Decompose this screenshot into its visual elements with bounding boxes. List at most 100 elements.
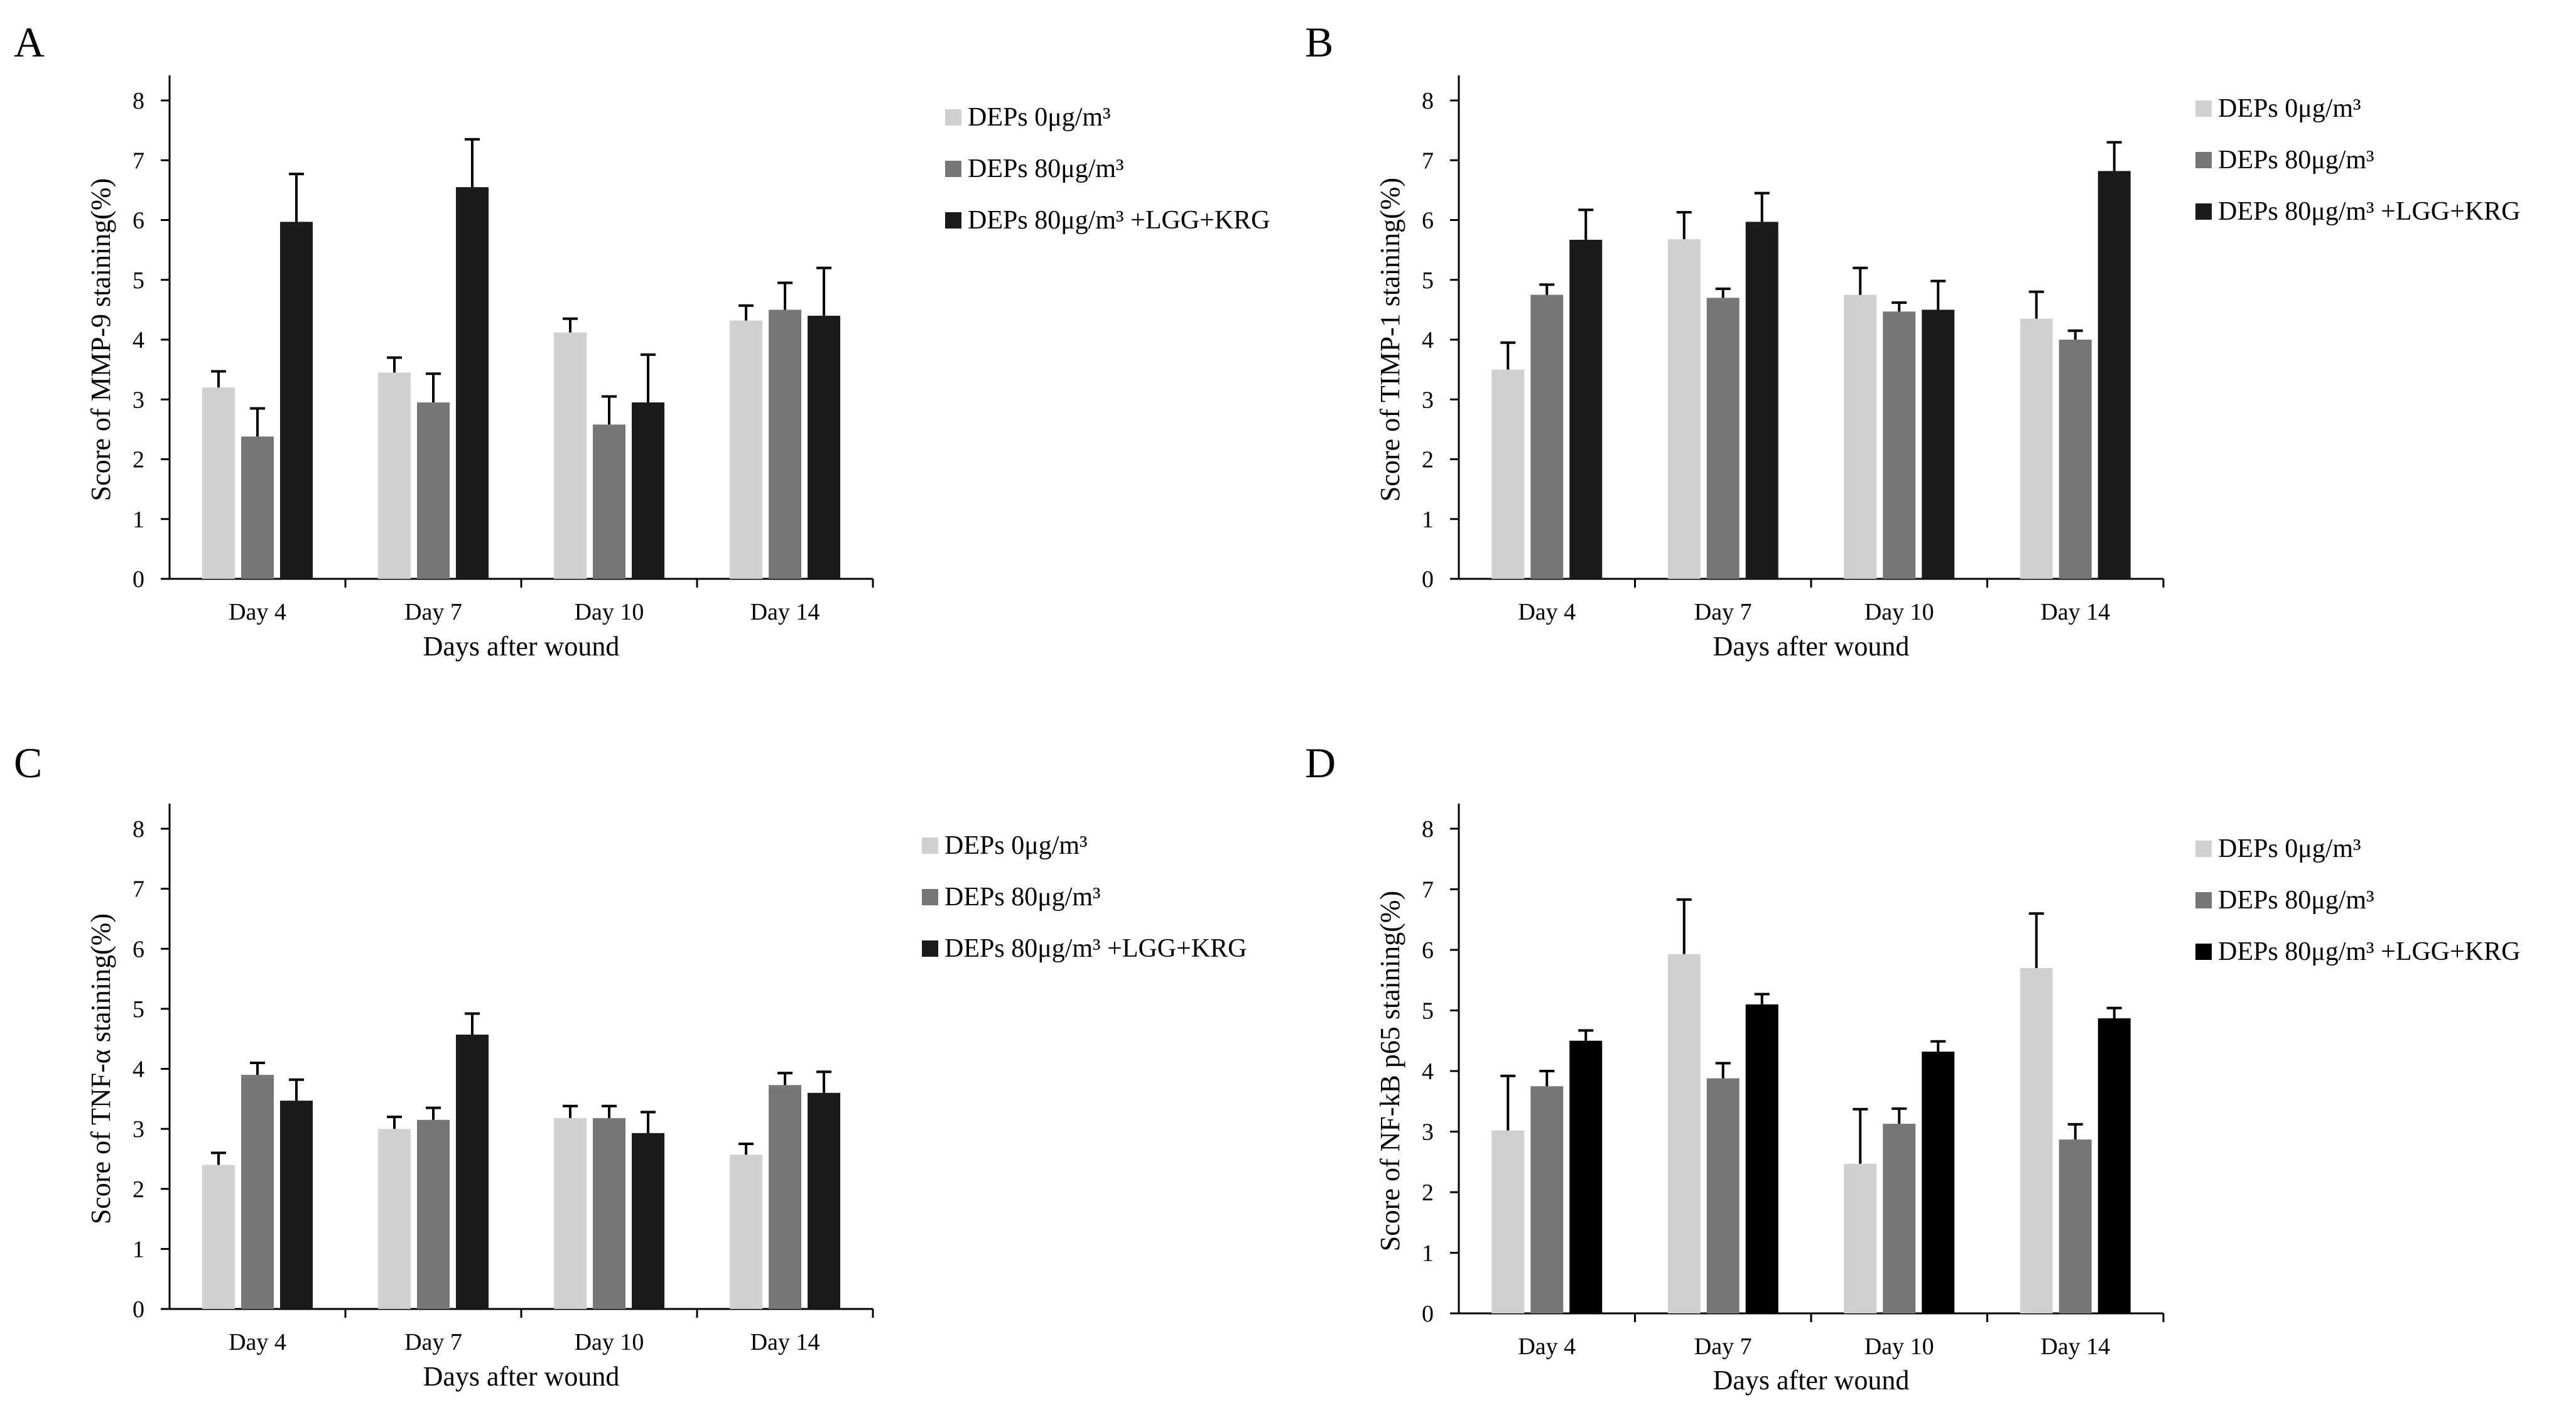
- x-tick-label: Day 7: [404, 599, 462, 625]
- bar: [2097, 171, 2131, 579]
- y-tick-label: 7: [133, 876, 144, 903]
- x-axis-title: Days after wound: [423, 631, 620, 662]
- x-tick-label: Day 10: [1864, 599, 1934, 625]
- panel-d: D 0 1 2 3 4 5 6 7 8 Day 4 Day 7 Day 10 Day 14 Days aft…: [1305, 739, 2521, 1396]
- bar: [241, 436, 274, 579]
- bar: [593, 1117, 625, 1309]
- y-tick-label: 7: [1422, 877, 1434, 903]
- legend-swatch: [2195, 100, 2212, 117]
- y-tick-label: 5: [133, 267, 144, 294]
- bar: [417, 1119, 450, 1309]
- panel-c: C 0 1 2 3 4 5 6 7 8 Day 4 Day 7 Day 10 Day 14 Days aft…: [14, 739, 1247, 1392]
- y-tick-label: 8: [1422, 816, 1434, 843]
- y-tick-label: 1: [1422, 507, 1434, 533]
- legend-label: DEPs 80μg/m³: [968, 154, 1124, 183]
- bar: [1745, 222, 1778, 579]
- legend-label: DEPs 80μg/m³ +LGG+KRG: [2218, 197, 2521, 226]
- bar: [456, 187, 489, 579]
- panel-label: D: [1305, 739, 1336, 787]
- bar: [1491, 369, 1525, 579]
- x-tick-label: Day 4: [229, 599, 286, 625]
- y-tick-label: 5: [1422, 267, 1434, 294]
- legend-swatch: [945, 212, 961, 229]
- bar: [2097, 1018, 2131, 1313]
- y-tick-label: 2: [1422, 447, 1434, 473]
- y-tick-label: 8: [1422, 88, 1434, 114]
- bar: [2020, 967, 2053, 1313]
- bar: [593, 424, 625, 579]
- x-tick-label: Day 4: [1518, 1333, 1576, 1360]
- y-tick-label: 0: [133, 1296, 144, 1323]
- bar: [202, 387, 235, 579]
- bar: [1844, 294, 1877, 579]
- legend-label: DEPs 80μg/m³: [944, 883, 1101, 912]
- legend-swatch: [2195, 152, 2212, 168]
- bar: [1491, 1130, 1525, 1313]
- y-tick-label: 8: [133, 88, 144, 114]
- bar: [730, 320, 762, 579]
- bar: [456, 1034, 489, 1309]
- y-tick-label: 5: [133, 996, 144, 1023]
- bar: [769, 1085, 801, 1309]
- bar: [2020, 318, 2053, 579]
- legend-label: DEPs 80μg/m³ +LGG+KRG: [2218, 937, 2521, 966]
- y-tick-label: 4: [1422, 327, 1434, 353]
- y-tick-label: 0: [133, 566, 144, 593]
- legend-swatch: [922, 940, 938, 957]
- y-tick-label: 3: [1422, 1119, 1434, 1146]
- y-tick-label: 4: [1422, 1058, 1434, 1085]
- x-tick-label: Day 4: [229, 1329, 286, 1355]
- y-tick-label: 7: [1422, 148, 1434, 174]
- bar: [1706, 1078, 1740, 1313]
- bar: [808, 1092, 840, 1309]
- y-tick-label: 6: [133, 208, 144, 234]
- legend-label: DEPs 80μg/m³ +LGG+KRG: [944, 934, 1247, 963]
- y-tick-label: 6: [133, 936, 144, 962]
- legend-label: DEPs 0μg/m³: [944, 831, 1088, 860]
- x-tick-label: Day 14: [2040, 599, 2110, 625]
- bar: [554, 332, 587, 579]
- x-axis-title: Days after wound: [423, 1361, 620, 1392]
- bar: [554, 1117, 587, 1309]
- legend-swatch: [945, 161, 961, 177]
- y-tick-label: 5: [1422, 998, 1434, 1025]
- bar: [1530, 294, 1564, 579]
- y-tick-label: 2: [1422, 1180, 1434, 1206]
- bar: [202, 1165, 235, 1309]
- bar: [1844, 1163, 1877, 1313]
- x-tick-label: Day 7: [1694, 1333, 1752, 1360]
- y-tick-label: 7: [133, 148, 144, 174]
- bar: [2059, 1139, 2092, 1313]
- y-tick-label: 4: [133, 1057, 144, 1083]
- panel-label: B: [1305, 18, 1333, 66]
- y-tick-label: 0: [1422, 566, 1434, 593]
- bar: [632, 1133, 664, 1309]
- bar: [808, 315, 840, 579]
- x-tick-label: Day 10: [575, 599, 644, 625]
- x-tick-label: Day 14: [2040, 1333, 2110, 1360]
- legend-swatch: [2195, 944, 2212, 960]
- x-axis-title: Days after wound: [1713, 1365, 1910, 1396]
- y-axis-title: Score of NF-kB p65 staining(%): [1375, 891, 1405, 1251]
- legend-label: DEPs 80μg/m³ +LGG+KRG: [968, 206, 1270, 235]
- legend-swatch: [2195, 841, 2212, 857]
- y-tick-label: 1: [133, 1236, 144, 1263]
- bar: [1922, 310, 1955, 579]
- x-tick-label: Day 4: [1518, 599, 1576, 625]
- y-axis-title: Score of TIMP-1 staining(%): [1375, 178, 1405, 502]
- bar: [1530, 1086, 1564, 1313]
- legend-label: DEPs 0μg/m³: [2218, 94, 2361, 123]
- x-tick-label: Day 10: [1864, 1333, 1934, 1360]
- bar: [1922, 1052, 1955, 1313]
- y-axis-title: Score of MMP-9 staining(%): [85, 178, 116, 502]
- bar: [1667, 954, 1701, 1313]
- legend-swatch: [2195, 892, 2212, 908]
- bar: [280, 222, 313, 579]
- x-tick-label: Day 7: [1694, 599, 1752, 625]
- legend-label: DEPs 0μg/m³: [968, 103, 1111, 132]
- bar: [417, 402, 450, 579]
- x-tick-label: Day 10: [575, 1329, 644, 1355]
- bar: [2059, 340, 2092, 579]
- x-tick-label: Day 14: [750, 599, 820, 625]
